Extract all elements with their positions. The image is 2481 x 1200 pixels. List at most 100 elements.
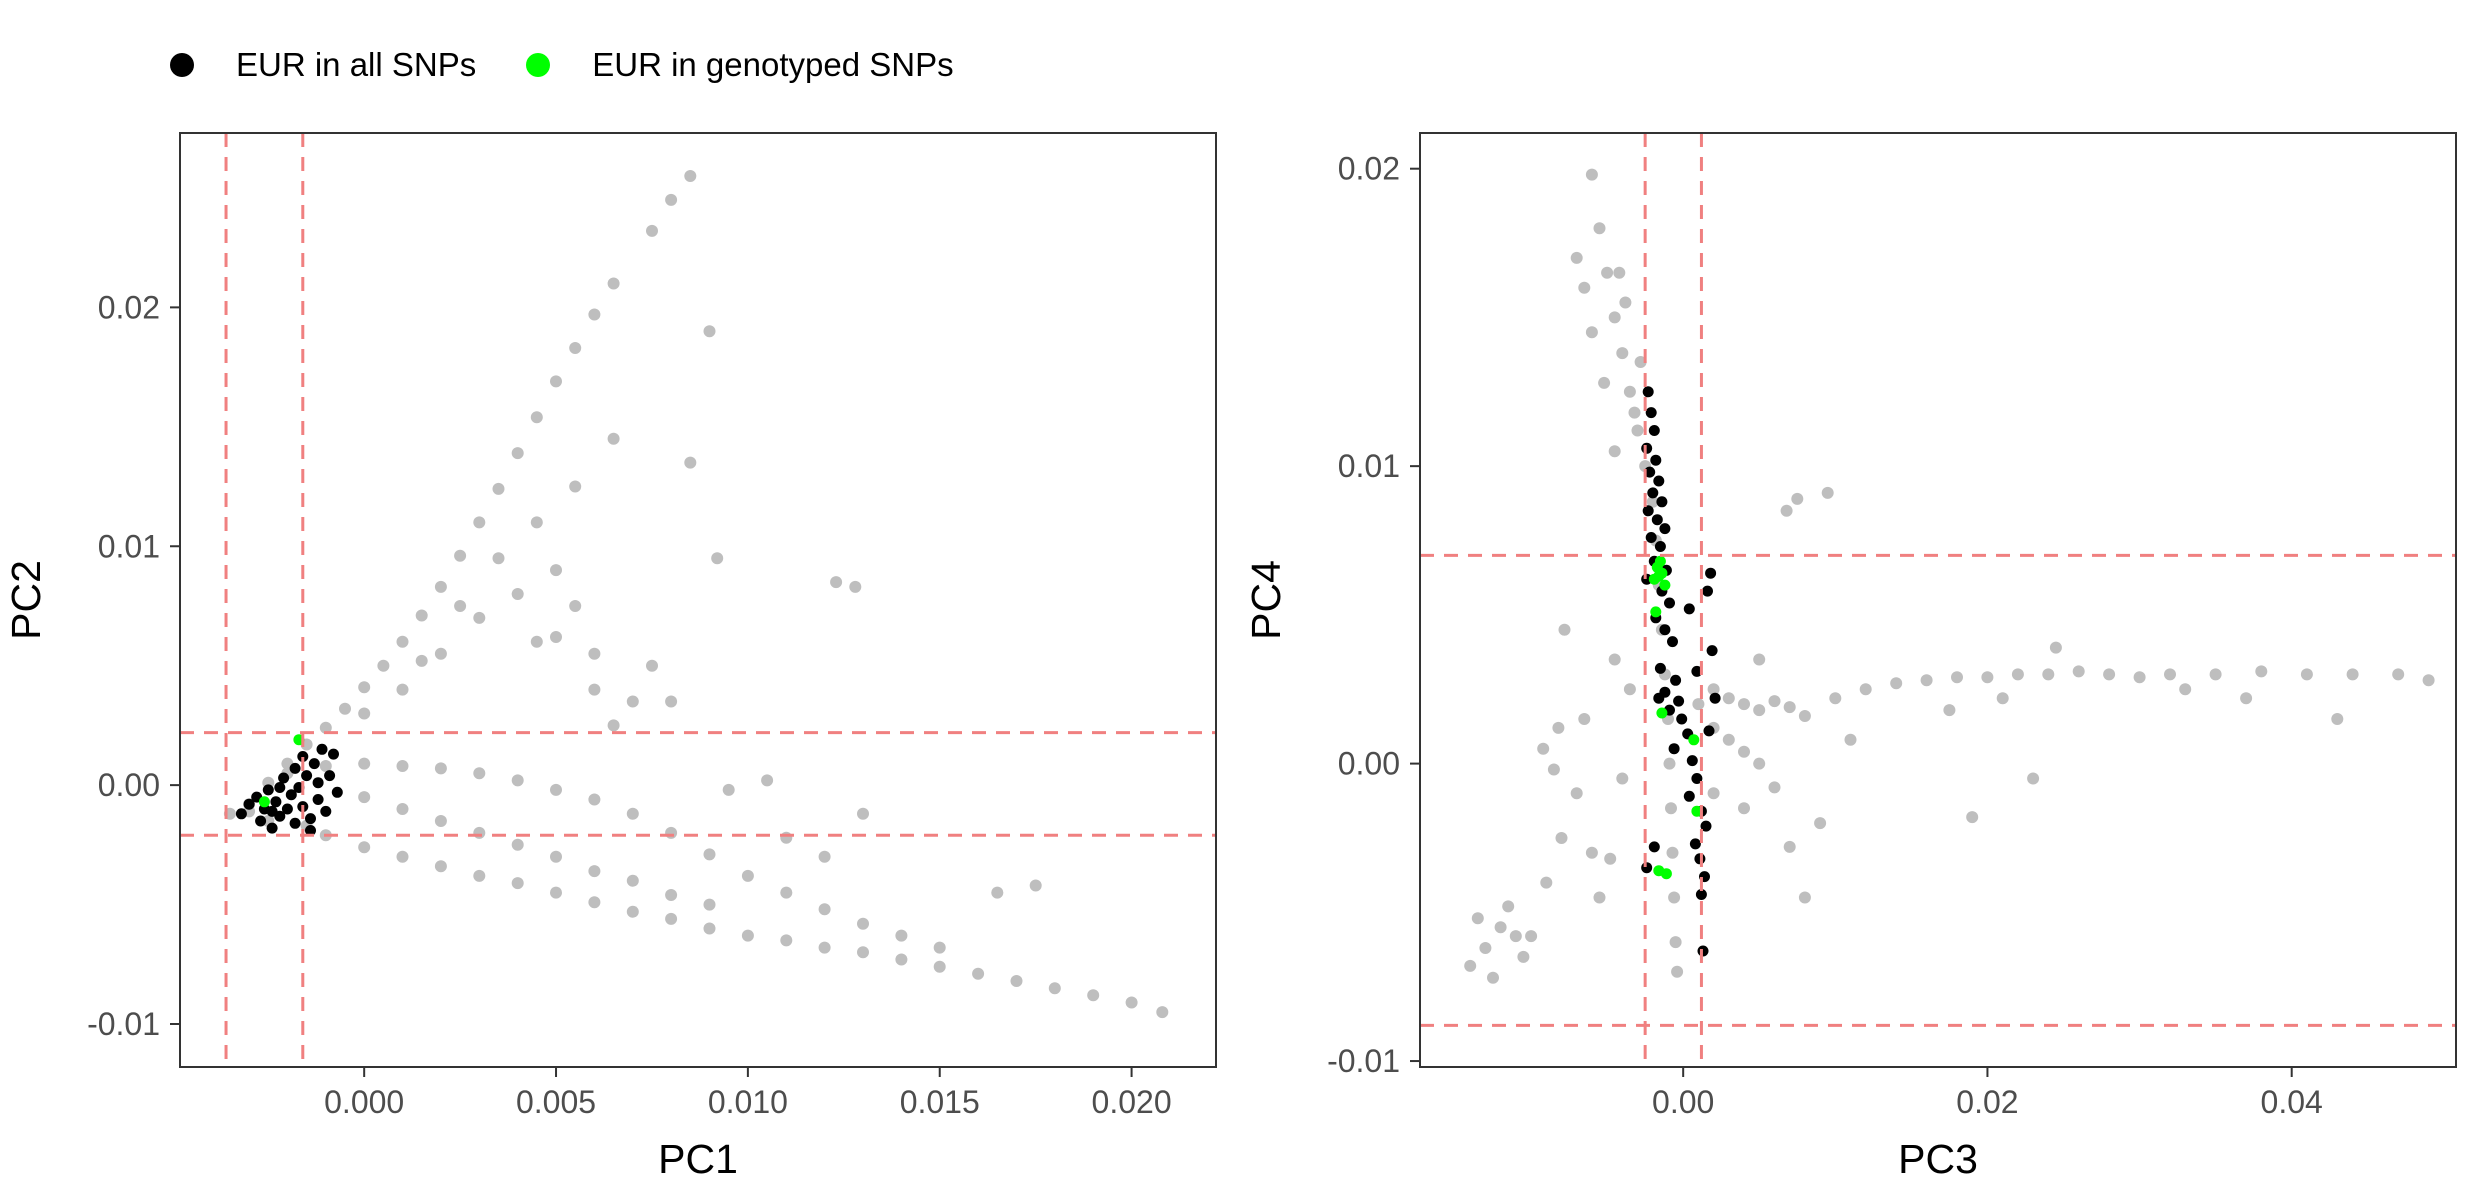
data-point <box>550 631 562 643</box>
data-point <box>396 803 409 815</box>
data-point <box>324 770 336 782</box>
data-point <box>1653 570 1665 582</box>
data-point <box>1753 757 1766 770</box>
data-point <box>2209 668 2222 681</box>
data-point <box>607 432 620 445</box>
data-point <box>761 774 774 787</box>
data-point <box>665 695 678 708</box>
data-point <box>895 929 908 942</box>
data-point <box>415 654 428 667</box>
y-tick-label: 0.01 <box>1338 448 1400 484</box>
y-axis-title: PC4 <box>1243 560 1289 640</box>
data-point <box>646 659 658 672</box>
data-point <box>2346 668 2359 681</box>
data-point <box>473 611 486 624</box>
data-point <box>1087 989 1100 1002</box>
legend-label-eur-all: EUR in all SNPs <box>236 46 477 83</box>
data-point <box>235 808 247 820</box>
data-point <box>1996 692 2009 705</box>
x-tick-label: 0.005 <box>516 1084 596 1120</box>
legend-item-eur-genotyped: EUR in genotyped SNPs <box>526 46 954 84</box>
data-point <box>1604 852 1617 865</box>
data-point <box>1814 817 1827 830</box>
y-tick-label: 0.02 <box>98 289 160 325</box>
data-point <box>1010 975 1023 987</box>
data-point <box>588 308 601 321</box>
data-point <box>684 456 697 469</box>
data-point <box>305 813 316 825</box>
series-eur-in-genotyped-snps <box>1648 555 1703 880</box>
data-point <box>1645 407 1657 419</box>
legend-item-eur-all: EUR in all SNPs <box>170 46 476 84</box>
data-point <box>1780 504 1793 517</box>
data-point <box>2300 668 2313 681</box>
data-point <box>588 683 601 696</box>
plot-area <box>1420 133 2456 1067</box>
legend-label-eur-genotyped: EUR in genotyped SNPs <box>592 46 954 83</box>
data-point <box>297 751 309 762</box>
data-point <box>741 869 754 882</box>
data-point <box>830 576 843 589</box>
data-point <box>569 600 582 612</box>
x-axis-title: PC1 <box>658 1136 738 1182</box>
data-point <box>1783 701 1796 714</box>
data-point <box>1697 945 1709 957</box>
data-point <box>473 767 486 780</box>
data-point <box>1648 841 1660 853</box>
data-point <box>1552 721 1565 734</box>
data-point <box>1821 486 1834 499</box>
data-point <box>2072 665 2085 678</box>
data-point <box>530 635 543 648</box>
plot-border <box>1419 132 2457 1068</box>
data-point <box>358 757 371 770</box>
data-point <box>1768 781 1781 794</box>
data-point <box>818 850 831 863</box>
x-tick-label: 0.020 <box>1092 1084 1172 1120</box>
x-tick-label: 0.04 <box>2261 1084 2323 1120</box>
data-point <box>308 758 320 770</box>
data-point <box>711 552 724 565</box>
data-point <box>933 941 946 954</box>
data-point <box>1601 266 1614 279</box>
y-tick-label: -0.01 <box>1327 1043 1400 1079</box>
data-point <box>1650 606 1662 618</box>
data-point <box>1667 636 1678 648</box>
data-point <box>1966 811 1979 824</box>
data-point <box>262 784 274 796</box>
data-point <box>1570 787 1583 800</box>
data-point <box>331 786 343 798</box>
data-point <box>434 647 447 660</box>
data-point <box>1593 222 1606 235</box>
legend-marker-eur-genotyped <box>526 53 551 77</box>
data-point <box>1663 757 1676 770</box>
data-point <box>1585 168 1598 181</box>
data-point <box>1648 425 1660 436</box>
data-point <box>266 822 278 834</box>
x-axis-title: PC3 <box>1898 1136 1978 1182</box>
data-point <box>305 825 316 836</box>
data-point <box>1608 653 1621 666</box>
x-tick-label: 0.010 <box>708 1084 788 1120</box>
data-point <box>1487 971 1499 984</box>
data-point <box>991 886 1004 899</box>
data-point <box>1517 950 1530 963</box>
data-point <box>607 719 620 732</box>
data-point <box>588 896 601 909</box>
data-point <box>780 886 793 899</box>
data-point <box>1558 623 1571 636</box>
data-point <box>1654 541 1666 552</box>
data-point <box>741 929 754 942</box>
data-point <box>1509 930 1522 943</box>
data-point <box>1709 692 1721 704</box>
data-point <box>1844 733 1857 746</box>
y-tick-label: 0.00 <box>1338 746 1400 782</box>
x-tick-label: 0.015 <box>900 1084 980 1120</box>
data-point <box>665 193 678 206</box>
data-point <box>319 721 332 734</box>
data-point <box>722 783 735 796</box>
data-point <box>1651 514 1663 526</box>
data-point <box>1654 662 1666 674</box>
data-point <box>1981 671 1994 684</box>
data-point <box>396 850 409 863</box>
